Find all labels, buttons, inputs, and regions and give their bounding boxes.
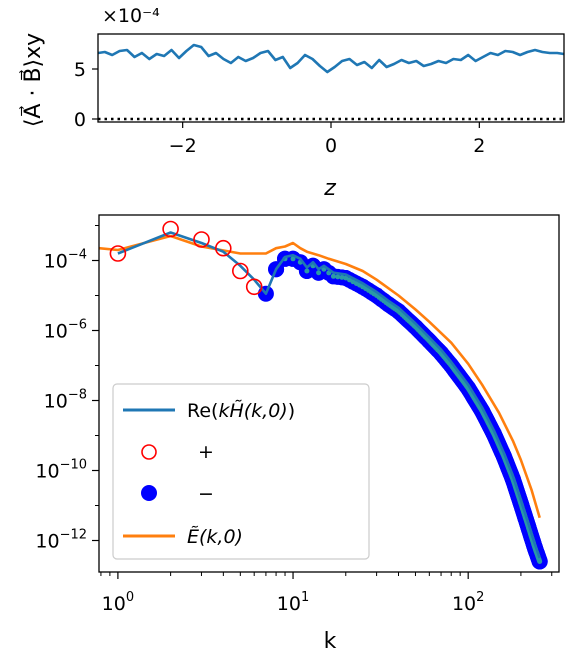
bottom-y-tick-label: 10−8 xyxy=(44,388,87,413)
top-x-tick-label: 0 xyxy=(325,135,337,157)
legend-label-re-kh: Re(kH̃(k,0)) xyxy=(187,400,295,422)
minus-marker-core xyxy=(335,274,341,280)
bottom-y-tick-label: 10−10 xyxy=(35,458,87,483)
top-axes-frame xyxy=(97,33,565,123)
top-y-tick-label: 5 xyxy=(74,59,86,81)
plus-marker xyxy=(162,220,179,238)
bottom-y-tick-label: 10−4 xyxy=(44,248,87,273)
plus-marker xyxy=(109,245,127,262)
minus-marker-core xyxy=(537,559,543,564)
bottom-plot-area xyxy=(99,220,548,570)
minus-marker-core xyxy=(290,256,296,262)
top-x-tick-label: −2 xyxy=(169,135,197,157)
legend-box xyxy=(112,383,370,560)
legend-label-minus: − xyxy=(198,483,214,505)
bottom-panel: 100 101 102 10−4 10−6 10−8 10−10 10−12 k Re(kH̃… xyxy=(35,214,560,654)
legend: Re(kH̃(k,0)) + − Ẽ(k,0) xyxy=(112,383,370,560)
minus-marker-core xyxy=(316,270,322,276)
top-panel: −2 0 2 0 5 ×10⁻⁴ z ⟨A⃗ · B⃗⟩xy xyxy=(19,5,565,201)
legend-blue-filled-circle-swatch xyxy=(141,485,157,501)
legend-label-plus: + xyxy=(198,441,214,463)
bottom-y-tick-label: 10−6 xyxy=(44,318,87,343)
top-x-axis-label: z xyxy=(323,176,336,201)
plus-marker xyxy=(215,239,232,257)
bottom-ticks: 100 101 102 10−4 10−6 10−8 10−10 10−12 xyxy=(35,225,553,615)
top-y-axis-label: ⟨A⃗ · B⃗⟩xy xyxy=(19,33,46,127)
top-x-tick-label: 2 xyxy=(473,135,485,157)
bottom-x-tick-label: 101 xyxy=(277,590,309,615)
bottom-x-tick-label: 102 xyxy=(452,590,484,615)
plus-marker xyxy=(193,231,210,248)
legend-label-e: Ẽ(k,0) xyxy=(187,525,243,548)
minus-marker-core xyxy=(330,273,336,279)
minus-marker-core xyxy=(339,274,345,280)
minus-marker-core xyxy=(343,275,349,281)
minus-marker-core xyxy=(304,268,310,274)
top-series-line xyxy=(98,43,564,74)
top-y-tick-label: 0 xyxy=(74,109,86,131)
plus-marker xyxy=(245,278,263,296)
series-e-line xyxy=(99,234,541,519)
top-scale-label: ×10⁻⁴ xyxy=(102,5,160,27)
plus-marker xyxy=(232,262,249,280)
bottom-y-tick-label: 10−12 xyxy=(35,528,87,553)
top-plot-area xyxy=(98,43,564,121)
bottom-x-tick-label: 100 xyxy=(102,590,134,615)
top-ticks: −2 0 2 0 5 xyxy=(74,59,485,157)
legend-red-open-circle-swatch xyxy=(141,444,157,460)
series-re-kh-line xyxy=(117,231,541,559)
bottom-x-axis-label: k xyxy=(324,629,337,654)
bottom-axes-frame xyxy=(98,214,560,573)
